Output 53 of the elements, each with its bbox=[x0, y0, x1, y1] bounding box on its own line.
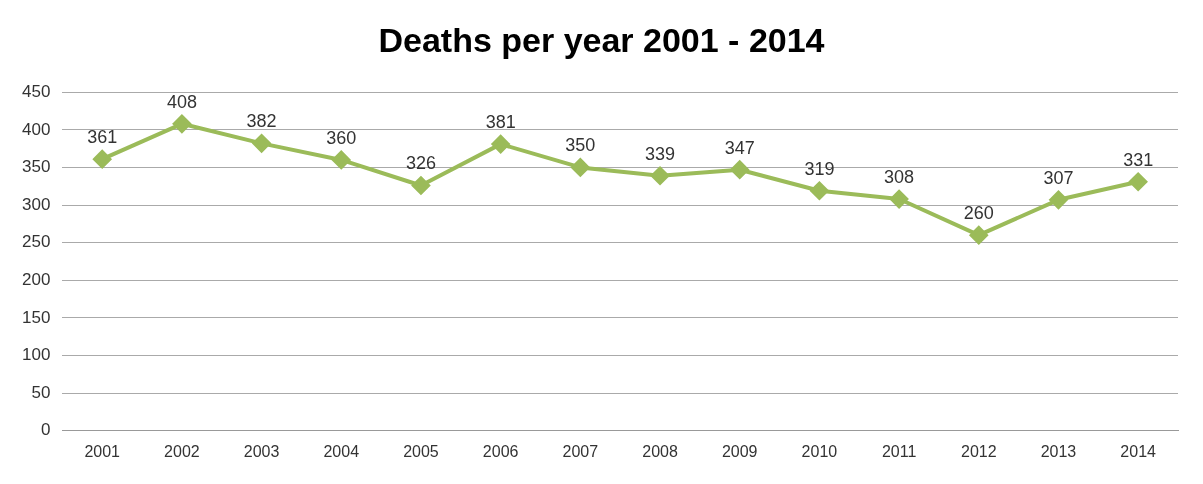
point bbox=[1129, 172, 1148, 191]
y-tick-label: 350 bbox=[21, 157, 51, 177]
point bbox=[172, 114, 191, 133]
data-label: 326 bbox=[405, 153, 436, 174]
data-label: 381 bbox=[485, 112, 516, 133]
data-label: 260 bbox=[963, 203, 994, 224]
y-tick-label: 400 bbox=[21, 119, 51, 139]
y-tick-label: 250 bbox=[21, 232, 51, 252]
x-tick-label: 2002 bbox=[164, 442, 200, 460]
point bbox=[890, 190, 909, 209]
data-label: 339 bbox=[645, 143, 676, 164]
x-tick-label: 2001 bbox=[84, 442, 121, 460]
x-tick-label: 2007 bbox=[562, 442, 599, 460]
point bbox=[571, 158, 590, 177]
y-tick-label: 0 bbox=[40, 420, 51, 440]
y-tick-label: 300 bbox=[21, 194, 51, 214]
point bbox=[411, 176, 430, 195]
y-tick-label: 50 bbox=[31, 382, 51, 402]
data-label: 331 bbox=[1123, 149, 1154, 170]
point bbox=[730, 160, 749, 179]
x-tick-label: 2014 bbox=[1120, 442, 1157, 460]
point bbox=[332, 150, 351, 169]
data-label: 307 bbox=[1043, 167, 1074, 188]
point bbox=[93, 150, 112, 169]
point bbox=[491, 135, 510, 154]
point bbox=[252, 134, 271, 153]
point bbox=[969, 226, 988, 245]
x-tick-label: 2011 bbox=[881, 442, 917, 460]
data-label: 361 bbox=[87, 127, 118, 148]
data-label: 360 bbox=[326, 127, 357, 148]
point bbox=[1049, 190, 1068, 209]
y-tick-label: 150 bbox=[21, 307, 51, 327]
x-tick-label: 2006 bbox=[482, 442, 519, 460]
data-label: 319 bbox=[804, 158, 835, 179]
x-tick-label: 2003 bbox=[243, 442, 280, 460]
x-tick-label: 2012 bbox=[960, 442, 997, 460]
point bbox=[810, 181, 829, 200]
x-tick-label: 2010 bbox=[801, 442, 838, 460]
point bbox=[651, 166, 670, 185]
x-tick-label: 2005 bbox=[403, 442, 439, 460]
chart-title: Deaths per year 2001 - 2014 bbox=[377, 20, 826, 61]
y-tick-label: 100 bbox=[21, 345, 51, 365]
data-label: 382 bbox=[246, 111, 277, 132]
data-label: 308 bbox=[884, 167, 915, 188]
data-label: 350 bbox=[565, 135, 596, 156]
y-tick-label: 450 bbox=[21, 81, 51, 101]
x-tick-label: 2008 bbox=[642, 442, 678, 460]
data-label: 408 bbox=[166, 91, 197, 112]
x-tick-label: 2009 bbox=[721, 442, 758, 460]
y-tick-label: 200 bbox=[21, 270, 51, 289]
x-tick-label: 2004 bbox=[323, 442, 360, 460]
x-tick-label: 2013 bbox=[1040, 442, 1077, 460]
data-label: 347 bbox=[724, 137, 755, 158]
